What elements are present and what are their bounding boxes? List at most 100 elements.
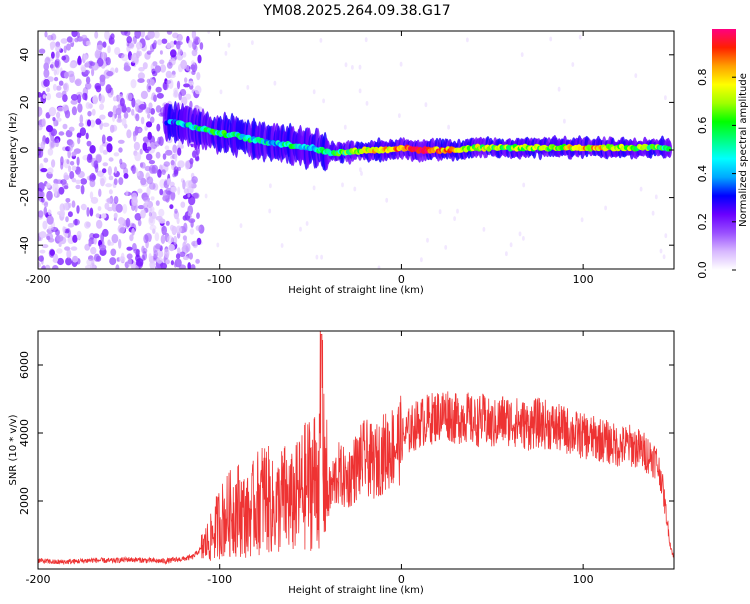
spectrogram-noise-cell <box>549 36 553 42</box>
spectrogram-noise-cell <box>185 243 191 253</box>
spectrogram-noise-cell <box>93 237 97 245</box>
spectrogram-noise-cell <box>170 260 174 266</box>
spectrogram-noise-cell <box>66 36 73 43</box>
spectrogram-x-ticks: -200 -100 0 100 <box>26 31 594 286</box>
spectrogram-noise-cell <box>126 129 132 139</box>
spectrogram-noise-cell <box>604 205 607 211</box>
spectrogram-noise-cell <box>149 182 156 190</box>
spectrogram-noise-cell <box>177 186 181 196</box>
spectrogram-noise-cell <box>194 156 200 162</box>
spectrogram-noise-cell <box>56 248 63 254</box>
spectrogram-noise-cell <box>351 65 354 70</box>
spectrogram-noise-cell <box>149 116 155 124</box>
spectrogram-noise-cell <box>133 248 141 254</box>
spectrogram-noise-cell <box>138 67 145 72</box>
spectrogram-noise-cell <box>166 235 174 244</box>
spectrogram-noise-cell <box>580 217 584 223</box>
spectrogram-noise-cell <box>113 152 120 157</box>
spectrogram-noise-cell <box>46 190 53 201</box>
spectrogram-noise-cell <box>76 230 82 240</box>
snr-y-axis-label: SNR (10 * v/v) <box>8 414 19 485</box>
spectrogram-noise-cell <box>109 257 117 266</box>
spectrogram-noise-cell <box>134 152 142 162</box>
spectrogram-noise-cell <box>100 51 107 60</box>
spectrogram-noise-cell <box>659 248 663 254</box>
spectrogram-noise-cell <box>61 55 66 61</box>
spectrogram-noise-cell <box>77 137 81 145</box>
spectrogram-noise-cell <box>102 228 109 237</box>
spectrogram-noise-cell <box>84 62 90 68</box>
spectrogram-noise-cell <box>191 150 197 158</box>
spectrogram-noise-cell <box>55 92 63 99</box>
snr-frame <box>37 330 675 570</box>
spectrogram-noise-cell <box>182 241 187 250</box>
spectrogram-noise-cell <box>182 179 186 190</box>
spectrogram-noise-cell <box>106 197 115 205</box>
spectrogram-noise-cell <box>353 186 357 192</box>
spectrogram-noise-cell <box>106 143 113 153</box>
spectrogram-noise-cell <box>56 111 61 119</box>
spectrogram-noise-cell <box>102 162 109 167</box>
snr-x-ticks: -200 -100 0 100 <box>26 331 594 586</box>
spectrogram-noise-cell <box>131 228 135 236</box>
spectrogram-noise-cell <box>444 245 448 250</box>
spectrogram-noise-cell <box>41 244 49 249</box>
spectrogram-noise-cell <box>107 166 112 176</box>
spectrogram-noise-cell <box>118 238 122 249</box>
spectrogram-noise-cell <box>159 50 163 55</box>
spectrogram-noise-cell <box>207 31 211 34</box>
spectrogram-noise-cell <box>121 117 127 127</box>
spectrogram-noise-cell <box>62 94 68 103</box>
spectrogram-noise-cell <box>69 171 75 180</box>
colorbar-label: Normalized spectral amplitude <box>738 73 749 227</box>
spectrogram-noise-cell <box>47 209 52 216</box>
spectrogram-noise-cell <box>96 219 103 229</box>
spectrogram-noise-cell <box>140 177 147 186</box>
spectrogram-noise-cell <box>51 159 56 168</box>
spectrogram-noise-cell <box>482 227 486 232</box>
spectrogram-noise-cell <box>197 54 202 64</box>
spectrogram-noise-cell <box>95 213 100 218</box>
spectrogram-noise-cell <box>146 50 152 55</box>
spectrogram-noise-cell <box>162 153 167 160</box>
spectrogram-noise-cell <box>174 258 182 268</box>
spectrogram-noise-cell <box>174 152 178 162</box>
spectrogram-noise-cell <box>146 82 152 93</box>
spectrogram-noise-cell <box>119 158 123 165</box>
spectrogram-noise-cell <box>74 78 82 87</box>
spectrogram-noise-cell <box>149 215 154 224</box>
spectrogram-noise-cell <box>170 49 177 58</box>
spectrogram-noise-cell <box>51 51 55 59</box>
spectrogram-y-ticks: -40 -20 0 20 40 <box>18 48 674 254</box>
spectrogram-y-axis-label: Frequency (Hz) <box>8 112 19 188</box>
spectrogram-noise-cell <box>149 224 157 231</box>
spectrogram-noise-cell <box>159 59 165 65</box>
spectrogram-noise-cell <box>56 117 62 122</box>
spectrogram-noise-cell <box>104 202 110 210</box>
spectrogram-noise-cell <box>53 253 59 263</box>
spectrogram-noise-cell <box>193 192 200 199</box>
spectrogram-noise-cell <box>157 136 162 145</box>
spectrogram-noise-cell <box>105 183 112 188</box>
spectrogram-noise-cell <box>165 149 173 156</box>
spectrogram-noise-cell <box>46 235 51 241</box>
spectrogram-noise-cell <box>150 108 156 115</box>
spectrogram-noise-cell <box>181 51 187 58</box>
spectrogram-noise-cell <box>135 42 143 50</box>
spectrogram-noise-cell <box>145 121 153 128</box>
spectrogram-x-tick-label: 100 <box>573 273 594 286</box>
spectrogram-noise-cell <box>137 188 143 194</box>
spectrogram-noise-cell <box>38 124 43 131</box>
spectrogram-noise-cell <box>189 158 194 165</box>
figure-title: YM08.2025.264.09.38.G17 <box>262 3 450 19</box>
spectrogram-noise-cell <box>68 144 73 152</box>
spectrogram-noise-cell <box>438 209 442 215</box>
spectrogram-noise-cell <box>654 194 658 200</box>
spectrogram-noise-cell <box>80 184 85 195</box>
spectrogram-noise-cell <box>157 250 164 258</box>
spectrogram-noise-cell <box>67 149 71 159</box>
spectrogram-noise-cell <box>136 171 140 177</box>
spectrogram-noise-cell <box>114 166 118 174</box>
spectrogram-noise-cell <box>44 57 51 66</box>
